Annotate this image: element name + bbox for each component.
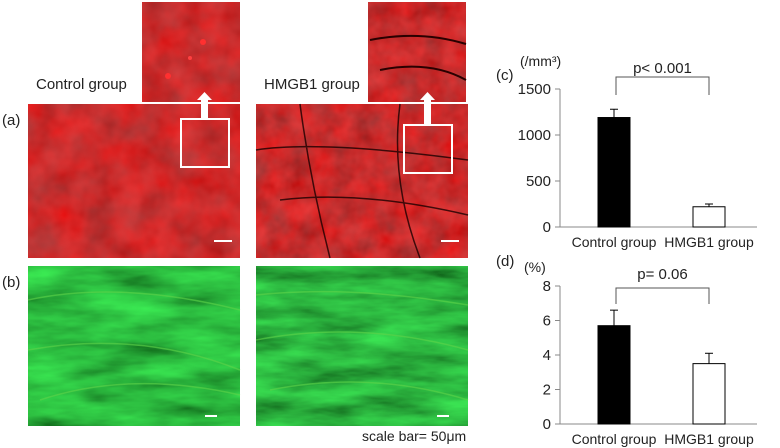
chart-d-bar-control bbox=[597, 325, 631, 425]
hmgb1-inset-image bbox=[368, 2, 467, 102]
panel-label-a: (a) bbox=[2, 112, 21, 129]
chart-c-ytick-label: 500 bbox=[526, 173, 551, 190]
chart-c-significance-bracket bbox=[615, 76, 710, 95]
chart-d-ytick-label: 6 bbox=[543, 313, 551, 330]
chart-c-ytick-label: 1500 bbox=[518, 81, 551, 98]
chart-c-panel-label: (c) bbox=[496, 67, 514, 84]
hmgb1-group-label: HMGB1 group bbox=[264, 76, 360, 93]
chart-d-ytick-label: 0 bbox=[543, 416, 551, 433]
chart-d-significance-bracket bbox=[615, 287, 710, 304]
chart-d-ytick-label: 4 bbox=[543, 347, 551, 364]
chart-d-category-label: HMGB1 group bbox=[664, 431, 754, 447]
control-inset-image bbox=[142, 2, 240, 102]
chart-c-ytick-label: 1000 bbox=[518, 127, 551, 144]
chart-d-significance-label: p= 0.06 bbox=[637, 266, 687, 283]
chart-c-bar-hmgb1 bbox=[692, 206, 726, 228]
chart-d-panel-label: (d) bbox=[496, 253, 514, 270]
chart-d-category-label: Control group bbox=[572, 431, 657, 447]
hmgb1-green-panel bbox=[255, 266, 469, 426]
chart-d-ytick-label: 8 bbox=[543, 278, 551, 295]
control-group-label: Control group bbox=[36, 76, 127, 93]
hmgb1-red-panel bbox=[255, 92, 469, 259]
control-red-panel bbox=[28, 92, 240, 258]
chart-c-significance-label: p< 0.001 bbox=[633, 60, 692, 77]
scale-bar-label: scale bar= 50μm bbox=[362, 428, 467, 444]
panel-label-b: (b) bbox=[2, 274, 21, 291]
chart-d-ytick-label: 2 bbox=[543, 382, 551, 399]
chart-d-bar-hmgb1 bbox=[692, 363, 726, 425]
chart-c-unit-label: (/mm³) bbox=[520, 53, 561, 69]
chart-d-unit-label: (%) bbox=[524, 259, 546, 275]
chart-c-ytick-label: 0 bbox=[543, 219, 551, 236]
chart-c-category-label: HMGB1 group bbox=[664, 234, 754, 250]
chart-c-bar-control bbox=[597, 117, 631, 228]
control-green-panel bbox=[27, 266, 241, 426]
chart-c-category-label: Control group bbox=[572, 234, 657, 250]
